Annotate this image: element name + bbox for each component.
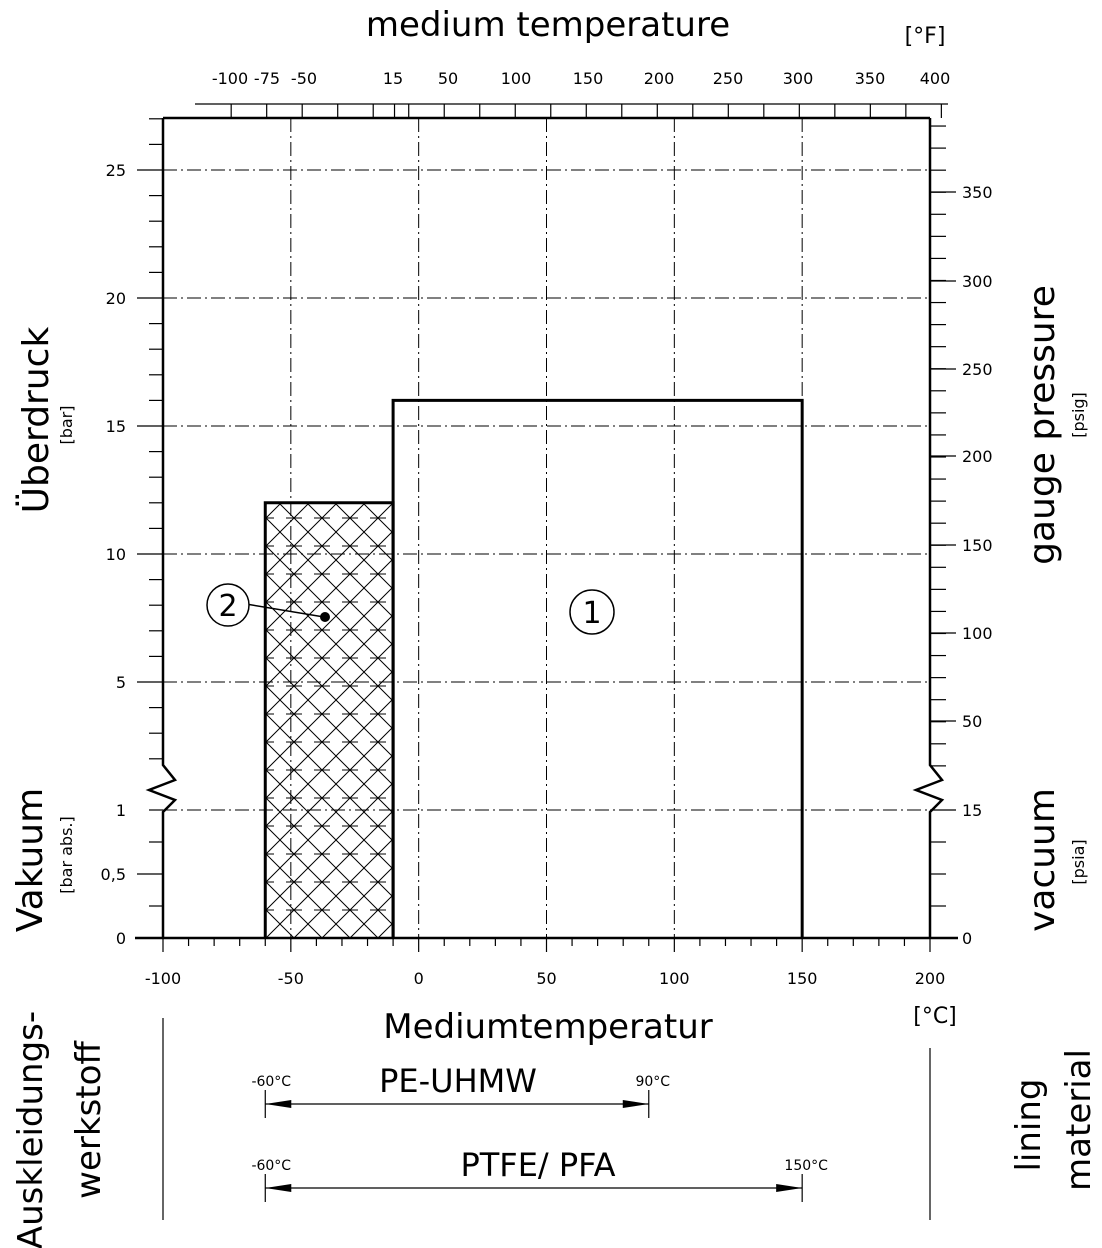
left-tick-label: 0	[116, 929, 126, 948]
lining-arrow-right	[622, 1100, 649, 1108]
right-axis-unit: [psig]	[1069, 392, 1088, 438]
right-vacuum-unit: [psia]	[1069, 839, 1088, 884]
top-tick-label: -100	[212, 69, 248, 88]
right-tick-label: 200	[962, 447, 993, 466]
top-tick-label: 15	[383, 69, 403, 88]
bottom-tick-label: 100	[659, 969, 690, 988]
right-vacuum-title: vacuum	[1022, 788, 1063, 932]
left-tick-label: 0,5	[101, 865, 126, 884]
series-2-outline	[263, 501, 395, 938]
series-label-2-leader	[245, 603, 325, 618]
bottom-axis-unit: [°C]	[913, 1004, 957, 1029]
lining-arrow-left	[265, 1184, 292, 1192]
right-tick-label: 350	[962, 183, 993, 202]
lining-max-label: 90°C	[635, 1074, 670, 1090]
left-tick-label: 25	[106, 161, 126, 180]
bottom-tick-label: -100	[145, 969, 181, 988]
series-label-2-circle	[206, 583, 250, 627]
left-axis-title: Überdruck	[15, 327, 57, 514]
lining-title-right: lining	[1009, 1078, 1049, 1171]
top-axis-title: medium temperature	[366, 5, 730, 45]
right-tick-label: 300	[962, 272, 993, 291]
left-vacuum-title: Vakuum	[10, 788, 51, 932]
left-tick-label: 10	[106, 545, 126, 564]
lining-arrow-right	[776, 1184, 803, 1192]
series-2-dashes	[265, 502, 394, 938]
right-axis-line	[912, 118, 945, 938]
lining-title-left: Auskleidungs-	[11, 1011, 51, 1248]
right-tick-label: 50	[962, 712, 982, 731]
right-tick-label: 15	[962, 801, 982, 820]
lining-title-left-2: werkstoff	[69, 1040, 109, 1199]
top-tick-label: 150	[573, 69, 604, 88]
top-tick-label: 350	[855, 69, 886, 88]
series-label-2: 2	[218, 589, 237, 624]
top-tick-label: 300	[783, 69, 814, 88]
top-tick-label: -50	[291, 69, 317, 88]
series-label-2-dot	[320, 612, 330, 622]
top-tick-label: 50	[438, 69, 458, 88]
bottom-axis-title: Mediumtemperatur	[383, 1007, 713, 1047]
top-tick-label: 100	[501, 69, 532, 88]
chart-series: 12	[206, 398, 804, 938]
left-tick-label: 20	[106, 289, 126, 308]
lining-min-label: -60°C	[251, 1158, 291, 1174]
left-axis-line	[145, 118, 178, 938]
right-axis-title: gauge pressure	[1022, 285, 1063, 565]
bottom-tick-label: 50	[536, 969, 556, 988]
series-1-outline	[391, 398, 804, 938]
right-tick-label: 100	[962, 624, 993, 643]
left-vacuum-unit: [bar abs.]	[57, 816, 76, 894]
left-tick-label: 5	[116, 673, 126, 692]
left-tick-label: 1	[116, 801, 126, 820]
right-tick-label: 0	[962, 929, 972, 948]
series-label-1: 1	[582, 596, 601, 631]
top-tick-label: -75	[254, 69, 280, 88]
lining-arrow-left	[265, 1100, 292, 1108]
lining-max-label: 150°C	[784, 1158, 828, 1174]
top-tick-label: 250	[713, 69, 744, 88]
lining-ranges: PE-UHMW -60°C 90°C PTFE/ PFA -60°C 150°C	[251, 1062, 828, 1202]
bottom-tick-label: 0	[414, 969, 424, 988]
lining-min-label: -60°C	[251, 1074, 291, 1090]
bottom-tick-label: -50	[278, 969, 304, 988]
lining-material-name: PE-UHMW	[379, 1062, 537, 1100]
top-tick-label: 200	[644, 69, 675, 88]
lining-title-right-2: material	[1059, 1049, 1099, 1191]
bottom-tick-label: 150	[787, 969, 818, 988]
left-tick-label: 15	[106, 417, 126, 436]
lining-material-name: PTFE/ PFA	[460, 1146, 615, 1184]
series-label-1-circle	[569, 589, 615, 635]
chart-ticks: -100 -50 0 50 100 150 200-100 -75 -50 15 50 100 150 2…	[101, 69, 993, 988]
right-tick-label: 150	[962, 536, 993, 555]
top-axis-unit: [°F]	[905, 24, 946, 49]
bottom-tick-label: 200	[915, 969, 946, 988]
top-tick-label: 400	[920, 69, 951, 88]
right-tick-label: 250	[962, 360, 993, 379]
left-axis-unit: [bar]	[57, 405, 76, 444]
